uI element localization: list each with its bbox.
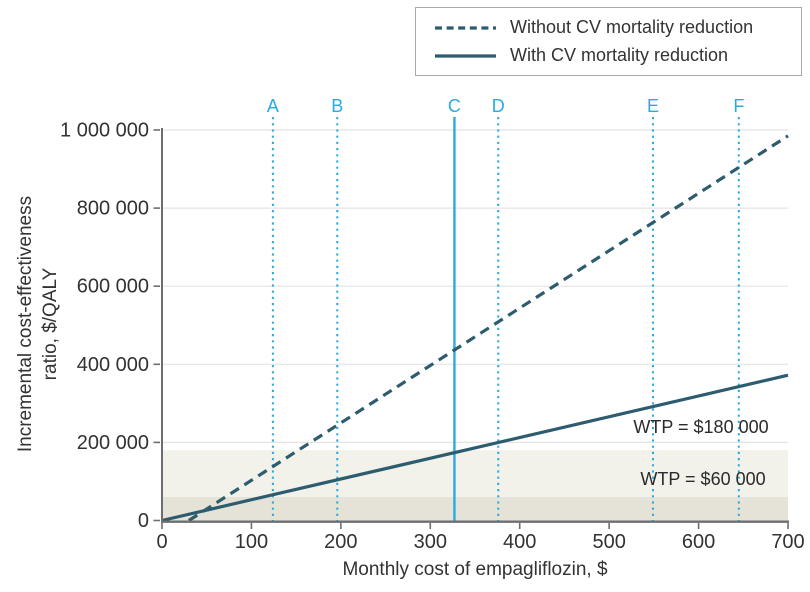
x-tick-label: 0 <box>156 531 167 553</box>
y-axis-title: Incremental cost-effectiveness ratio, $/… <box>13 159 63 489</box>
y-axis-title-line-2: ratio, $/QALY <box>40 267 61 381</box>
x-tick-label: 700 <box>771 531 804 553</box>
wtp-180000-label: WTP = $180 000 <box>633 417 769 437</box>
y-tick-label: 1 000 000 <box>60 120 149 142</box>
legend-item-label: With CV mortality reduction <box>510 45 729 65</box>
y-tick-label: 800 000 <box>77 198 149 220</box>
x-tick-label: 400 <box>503 531 536 553</box>
y-tick-label: 200 000 <box>77 432 149 454</box>
legend: Without CV mortality reduction With CV m… <box>415 7 802 76</box>
wtp-band <box>162 450 788 498</box>
wtp-60000-label: WTP = $60 000 <box>640 469 766 489</box>
series-line-with-cv-mortality-reduction <box>161 373 789 523</box>
y-tick-label: 600 000 <box>77 276 149 298</box>
x-tick-label: 300 <box>414 531 447 553</box>
x-tick-label: 200 <box>324 531 357 553</box>
reference-line-label-C: C <box>448 96 461 116</box>
reference-line-label-E: E <box>647 96 659 116</box>
x-axis-title: Monthly cost of empagliflozin, $ <box>342 559 608 580</box>
legend-item: With CV mortality reduction <box>434 45 801 66</box>
wtp-band <box>162 497 788 521</box>
legend-item: Without CV mortality reduction <box>434 17 801 38</box>
reference-line-label-B: B <box>331 96 343 116</box>
reference-line-label-A: A <box>267 96 279 116</box>
y-tick-label: 0 <box>138 510 149 532</box>
reference-line-label-F: F <box>733 96 744 116</box>
legend-dashed-line-icon <box>435 25 496 30</box>
legend-solid-line-icon <box>435 53 496 58</box>
series-line-without-cv-mortality-reduction <box>187 134 789 522</box>
y-tick-label: 400 000 <box>77 354 149 376</box>
reference-line-label-D: D <box>492 96 505 116</box>
x-tick-label: 500 <box>592 531 625 553</box>
x-tick-label: 100 <box>235 531 268 553</box>
legend-item-label: Without CV mortality reduction <box>510 17 754 37</box>
y-axis-title-line-1: Incremental cost-effectiveness <box>15 195 36 453</box>
x-tick-label: 600 <box>682 531 715 553</box>
